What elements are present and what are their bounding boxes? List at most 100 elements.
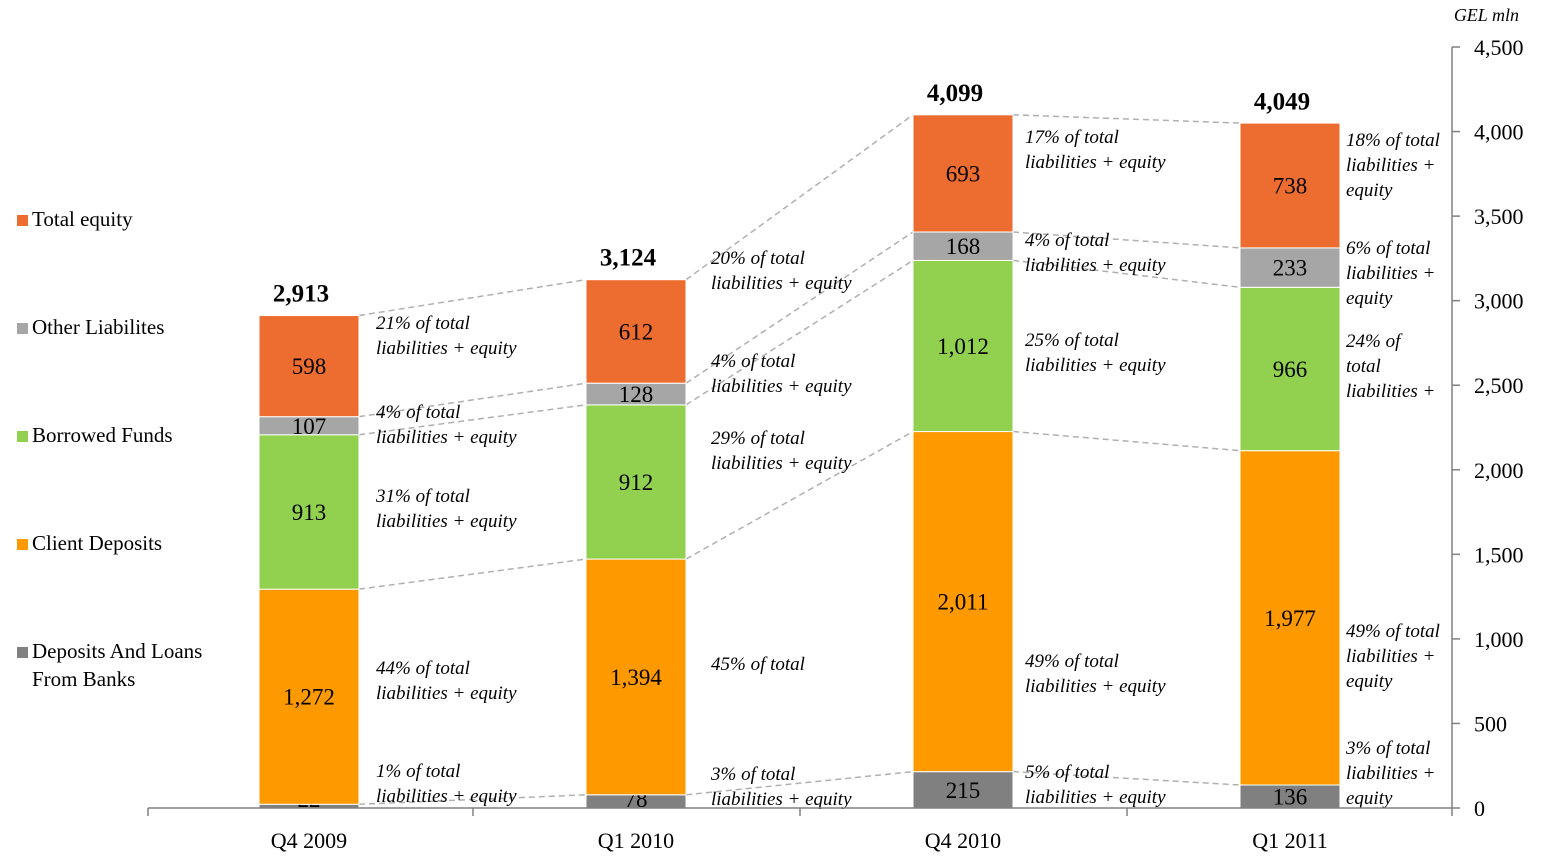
percentage-annotation: 20% of total liabilities + equity	[711, 248, 852, 294]
percentage-annotation: 4% of total liabilities + equity	[1025, 230, 1166, 276]
annotation-line: 4% of total	[376, 402, 460, 423]
data-label: 738	[1273, 174, 1308, 199]
connector-line	[685, 259, 914, 406]
connector-line	[358, 558, 587, 590]
annotation-line: 3% of total	[710, 764, 795, 785]
bar-segment	[585, 279, 687, 384]
connector-line	[1012, 114, 1241, 124]
legend-swatch	[17, 539, 28, 550]
legend-label: Borrowed Funds	[32, 423, 173, 447]
data-label: 966	[1273, 357, 1308, 382]
annotation-line: 18% of total	[1346, 130, 1440, 151]
annotation-line: 3% of total	[1345, 738, 1430, 759]
data-label: 107	[292, 414, 327, 439]
axes: Q4 2009 Q1 2010 Q4 2010 Q1 2011 0 500 1,000 1,5…	[147, 5, 1524, 853]
legend-label-line: Total equity	[32, 207, 133, 231]
legend-label-line: Other Liabilites	[32, 315, 164, 339]
percentage-annotation: 17% of total liabilities + equity	[1025, 127, 1166, 173]
annotation-line: liabilities +	[1346, 155, 1435, 176]
y-tick-label: 2,000	[1474, 458, 1524, 483]
annotation-line: 25% of total	[1025, 330, 1119, 351]
annotation-line: liabilities + equity	[376, 786, 517, 807]
annotation-line: liabilities + equity	[376, 338, 517, 359]
y-tick-label: 1,000	[1474, 627, 1524, 652]
x-tick-label: Q4 2010	[925, 828, 1001, 853]
percentage-annotation: 1% of total liabilities + equity	[376, 761, 517, 807]
connector-line	[358, 278, 587, 317]
percentage-annotation: 31% of total liabilities + equity	[375, 486, 517, 532]
annotation-line: liabilities + equity	[711, 376, 852, 397]
connector-line	[685, 770, 914, 796]
annotation-line: liabilities + equity	[1025, 355, 1166, 376]
data-label: 136	[1273, 785, 1308, 810]
annotation-line: equity	[1346, 788, 1393, 809]
annotation-line: 6% of total	[1346, 238, 1430, 259]
bar-segment	[585, 558, 687, 796]
bar-segment	[912, 259, 1014, 433]
y-tick-label: 1,500	[1474, 542, 1524, 567]
annotation-line: liabilities +	[1346, 763, 1435, 784]
annotation-line: liabilities + equity	[376, 511, 517, 532]
bars: 221,2729131075982,913781,3949121286123,1…	[258, 80, 1341, 812]
annotation-line: 1% of total	[376, 761, 460, 782]
data-label: 693	[946, 161, 981, 186]
y-tick-label: 500	[1474, 711, 1507, 736]
x-tick-label: Q4 2009	[271, 828, 347, 853]
y-tick-label: 4,500	[1474, 35, 1524, 60]
y-tick-label: 3,000	[1474, 289, 1524, 314]
connector-line	[358, 794, 587, 806]
annotation-line: liabilities + equity	[711, 453, 852, 474]
connector-line	[358, 382, 587, 418]
annotation-line: 5% of total	[1025, 762, 1109, 783]
data-label: 1,012	[937, 334, 989, 359]
percentage-annotation: 4% of total liabilities + equity	[711, 351, 852, 397]
annotation-line: 49% of total	[1025, 651, 1119, 672]
percentage-annotation: 5% of total liabilities + equity	[1025, 762, 1166, 808]
legend-label: Total equity	[32, 207, 133, 231]
legend-label: Other Liabilites	[32, 315, 164, 339]
annotation-line: liabilities + equity	[711, 273, 852, 294]
y-tick-label: 2,500	[1474, 373, 1524, 398]
data-label: 912	[619, 470, 654, 495]
connector-line	[1012, 259, 1241, 289]
legend-swatch	[17, 431, 28, 442]
percentage-annotation: 44% of total liabilities + equity	[376, 658, 517, 704]
annotation-line: 4% of total	[711, 351, 795, 372]
legend-label: Deposits And Loans From Banks	[32, 639, 202, 691]
legend-label-line: Client Deposits	[32, 531, 162, 555]
annotation-line: 4% of total	[1025, 230, 1109, 251]
data-label: 913	[292, 500, 327, 525]
data-label: 612	[619, 319, 654, 344]
annotation-line: liabilities + equity	[711, 789, 852, 810]
bar-segment	[1239, 286, 1341, 452]
annotation-line: liabilities + equity	[1025, 255, 1166, 276]
legend: Total equity Other Liabilites Borrowed Fun…	[17, 207, 202, 691]
y-tick-label: 3,500	[1474, 204, 1524, 229]
bar-segment	[585, 404, 687, 560]
annotation-line: equity	[1346, 671, 1393, 692]
bar-segment	[258, 315, 360, 418]
total-label: 4,099	[927, 80, 983, 107]
annotation-line: 44% of total	[376, 658, 470, 679]
percentage-annotation: 18% of total liabilities + equity	[1346, 130, 1440, 201]
annotation-line: 20% of total	[711, 248, 805, 269]
total-label: 4,049	[1254, 88, 1310, 115]
annotation-line: liabilities + equity	[1025, 787, 1166, 808]
data-label: 215	[946, 778, 981, 803]
annotation-line: liabilities + equity	[376, 683, 517, 704]
x-tick-label: Q1 2010	[598, 828, 674, 853]
data-label: 233	[1273, 256, 1308, 281]
annotation-line: liabilities +	[1346, 263, 1435, 284]
data-label: 128	[619, 382, 654, 407]
percentage-annotation: 3% of total liabilities + equity	[710, 764, 852, 810]
annotation-line: 45% of total	[711, 654, 805, 675]
total-label: 2,913	[273, 280, 329, 307]
data-label: 598	[292, 354, 327, 379]
y-tick-label: 4,000	[1474, 120, 1524, 145]
percentage-annotation: 29% of total liabilities + equity	[711, 428, 852, 474]
percentage-annotation: 3% of total liabilities + equity	[1345, 738, 1435, 809]
bar-segment	[912, 231, 1014, 261]
percentage-annotation: 21% of total liabilities + equity	[376, 313, 517, 359]
